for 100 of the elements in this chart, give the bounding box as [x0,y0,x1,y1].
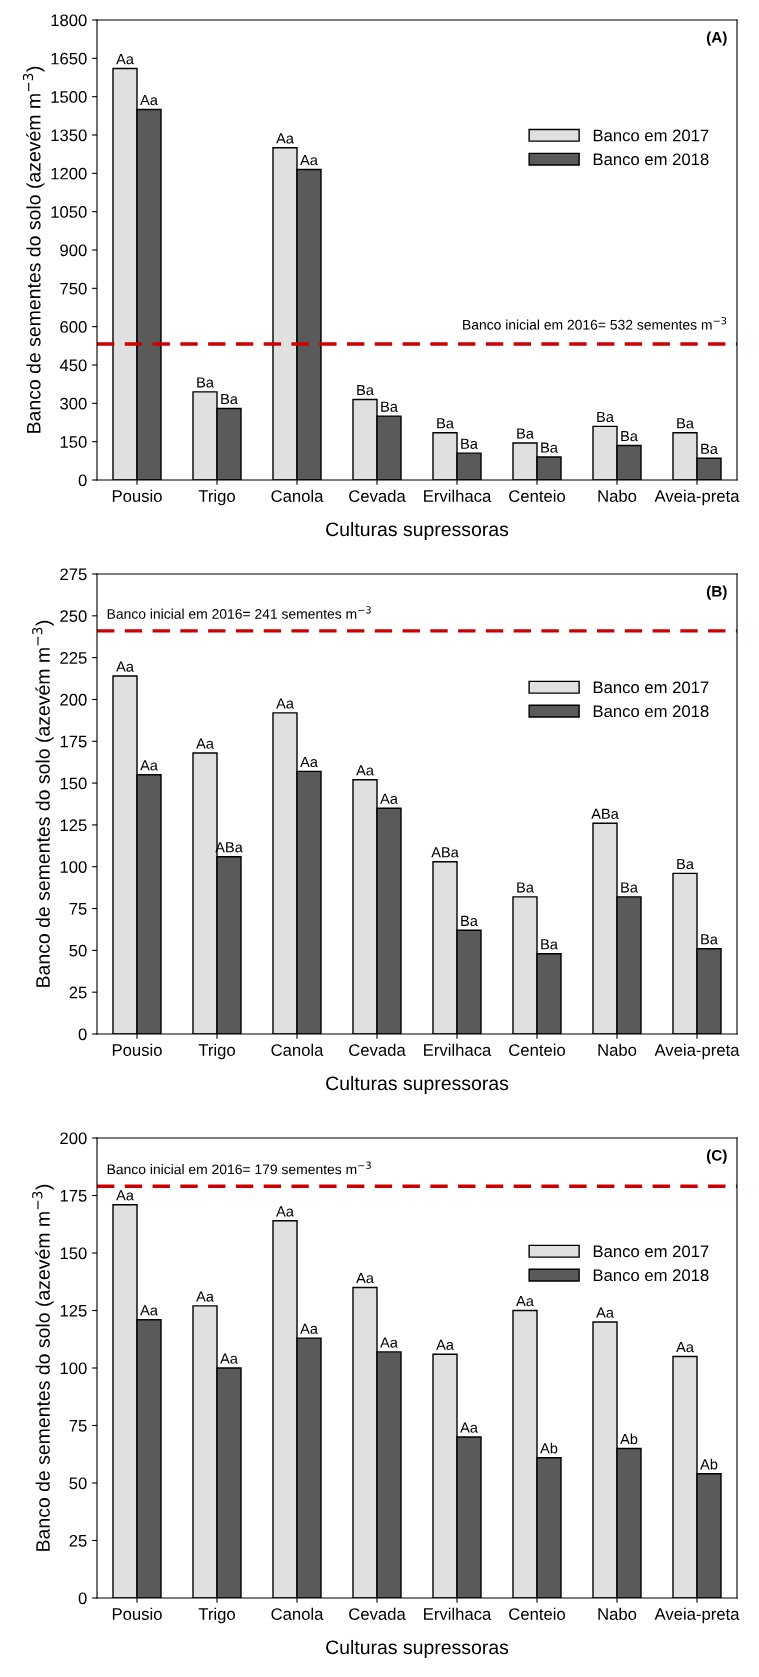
x-tick-label: Canola [271,1043,324,1056]
data-label: Aa [196,738,214,749]
x-tick-label: Nabo [598,489,637,502]
y-tick-label: 0 [78,1028,87,1041]
x-tick-label: Pousio [112,489,162,502]
x-tick-label: Pousio [112,1043,162,1056]
data-label: Aa [436,1339,454,1350]
data-label: Aa [300,1323,318,1334]
data-label: Aa [220,1353,238,1364]
data-label: Ab [700,1458,718,1470]
y-tick-label: 450 [59,359,87,372]
data-label: Ba [461,438,478,449]
data-label: Ab [620,1433,638,1445]
x-tick-label: Nabo [598,1607,637,1620]
x-tick-label: Ervilhaca [424,1607,492,1620]
x-tick-label: Nabo [598,1043,637,1056]
y-tick-label: 175 [60,1190,87,1202]
x-axis-title: Culturas supressoras [326,521,509,541]
y-tick-label: 25 [69,1534,87,1547]
data-label: Ba [677,858,694,870]
data-label: Ba [221,394,238,405]
data-label: Aa [676,1342,694,1353]
data-label: Ba [517,882,534,893]
x-axis-title: Culturas supressoras [326,1639,509,1659]
data-label: Aa [140,1305,158,1316]
y-tick-label: 0 [78,474,87,487]
data-label: Aa [116,54,134,65]
data-label: Ba [621,431,638,442]
y-tick-label: 50 [69,1477,87,1490]
y-tick-label: 0 [78,1592,87,1605]
y-tick-label: 175 [60,735,87,748]
y-tick-label: 1200 [51,167,87,180]
ref-line-label: Banco inicial em 2016= 241 sementes m$^{−3}$ [107,606,371,619]
y-tick-label: 125 [60,819,87,832]
data-label: Aa [140,95,158,106]
data-label: Aa [300,155,318,166]
data-label: Aa [596,1307,614,1318]
y-tick-label: 1500 [51,91,87,103]
y-tick-label: 100 [60,861,87,873]
y-tick-label: 75 [69,903,87,915]
legend-label: Banco em 2018 [593,1269,709,1282]
x-tick-label: Trigo [198,1043,235,1060]
data-label: Aa [516,1296,534,1307]
data-label: Aa [460,1422,478,1433]
data-label: Ba [677,418,694,429]
data-label: Aa [196,1291,214,1302]
x-tick-label: Aveia-preta [654,1607,740,1624]
legend-label: Banco em 2018 [593,705,709,718]
x-tick-label: Ervilhaca [424,1043,492,1056]
x-tick-label: Aveia-preta [654,489,740,506]
y-tick-label: 25 [69,986,87,999]
data-label: Ba [701,443,718,455]
x-tick-label: Trigo [198,1607,235,1624]
y-tick-label: 750 [60,282,87,295]
y-tick-label: 1650 [51,52,87,65]
data-label: Ba [517,428,534,439]
data-label: Aa [356,1273,374,1284]
legend-label: Banco em 2017 [593,129,709,142]
y-tick-label: 300 [60,397,87,410]
data-label: Aa [276,698,294,709]
x-tick-label: Canola [271,1607,324,1620]
x-tick-label: Centeio [509,489,566,502]
legend-label: Banco em 2017 [593,681,709,694]
data-label: Aa [140,760,158,771]
y-tick-label: 150 [60,1247,87,1260]
x-tick-label: Pousio [112,1607,162,1620]
data-label: Ba [541,939,558,950]
y-tick-label: 1800 [51,14,87,27]
data-label: ABa [431,847,459,858]
y-tick-label: 150 [60,777,87,790]
data-label: Aa [116,1190,134,1201]
data-label: Aa [116,661,134,672]
data-label: Ba [437,418,454,429]
ref-line-label: Banco inicial em 2016= 532 sementes m$^{−3}$ [463,317,727,330]
y-axis-title: Banco de sementes do solo (azevém m$^{−3}$) [22,66,45,433]
y-tick-label: 200 [60,1132,87,1145]
y-tick-label: 900 [60,244,87,257]
data-label: Aa [276,1206,294,1217]
data-label: Ba [357,385,374,396]
data-label: Ab [540,1442,558,1454]
annotation: (B) [706,585,727,600]
y-tick-label: 125 [60,1304,87,1317]
data-label: Aa [356,765,374,776]
annotation: (C) [706,1149,727,1164]
y-tick-label: 1050 [51,206,87,218]
y-tick-label: 200 [60,693,87,706]
y-tick-label: 275 [60,568,87,581]
data-label: Ba [381,401,398,412]
data-label: ABa [591,808,619,819]
x-tick-label: Cevada [349,1043,406,1056]
x-tick-label: Centeio [509,1043,566,1056]
y-tick-label: 250 [60,610,87,623]
data-label: Ba [461,915,478,927]
legend-label: Banco em 2018 [593,153,709,166]
data-label: Ba [597,411,614,423]
ref-line-label: Banco inicial em 2016= 179 sementes m$^{−3}$ [107,1161,371,1175]
y-tick-label: 100 [60,1362,87,1375]
data-label: Ba [541,442,558,453]
y-tick-label: 600 [60,321,87,333]
y-tick-label: 75 [69,1420,87,1432]
